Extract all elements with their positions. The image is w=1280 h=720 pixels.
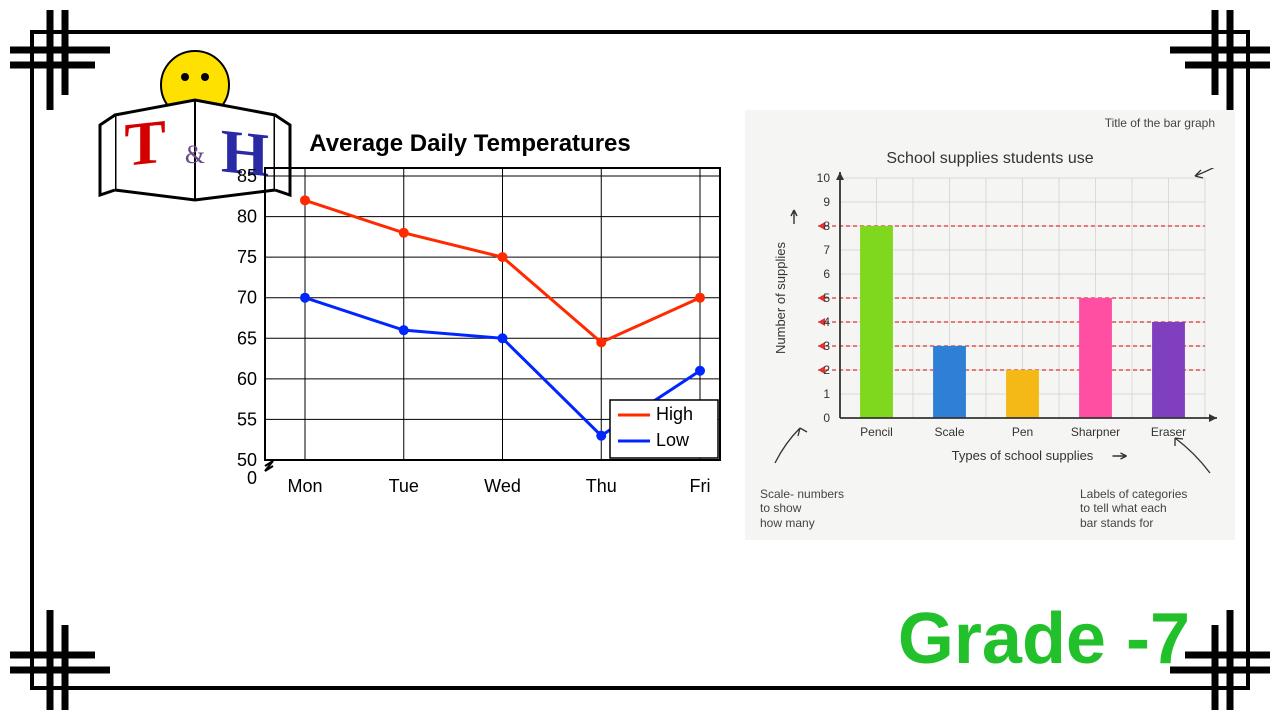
svg-text:High: High bbox=[656, 404, 693, 424]
svg-text:Scale: Scale bbox=[934, 425, 964, 439]
svg-text:T: T bbox=[124, 108, 165, 180]
svg-text:80: 80 bbox=[237, 207, 257, 227]
grade-label: Grade -7 bbox=[898, 598, 1190, 680]
svg-text:Sharpner: Sharpner bbox=[1071, 425, 1120, 439]
svg-text:&: & bbox=[185, 140, 205, 169]
svg-text:50: 50 bbox=[237, 450, 257, 470]
svg-text:Tue: Tue bbox=[389, 476, 419, 496]
svg-text:8: 8 bbox=[823, 219, 830, 233]
anno-title: Title of the bar graph bbox=[1105, 116, 1215, 130]
svg-text:2: 2 bbox=[823, 363, 830, 377]
svg-text:4: 4 bbox=[823, 315, 830, 329]
line-chart-title: Average Daily Temperatures bbox=[210, 130, 730, 158]
bar-chart: Title of the bar graph School supplies s… bbox=[745, 110, 1235, 540]
svg-text:Pen: Pen bbox=[1012, 425, 1033, 439]
anno-scale: Scale- numbersto showhow many bbox=[760, 487, 860, 530]
bar-chart-title: School supplies students use bbox=[745, 150, 1235, 168]
svg-text:0: 0 bbox=[247, 468, 257, 488]
svg-text:Mon: Mon bbox=[287, 476, 322, 496]
svg-text:7: 7 bbox=[823, 243, 830, 257]
svg-text:Eraser: Eraser bbox=[1151, 425, 1186, 439]
svg-text:75: 75 bbox=[237, 247, 257, 267]
svg-text:Low: Low bbox=[656, 430, 690, 450]
svg-text:55: 55 bbox=[237, 409, 257, 429]
svg-text:65: 65 bbox=[237, 328, 257, 348]
line-chart: Average Daily Temperatures 50 55 60 65 70 75 8… bbox=[210, 130, 730, 530]
svg-text:Pencil: Pencil bbox=[860, 425, 893, 439]
svg-text:Wed: Wed bbox=[484, 476, 521, 496]
svg-text:60: 60 bbox=[237, 369, 257, 389]
corner-bl bbox=[0, 600, 120, 720]
svg-text:1: 1 bbox=[823, 387, 830, 401]
svg-text:Fri: Fri bbox=[690, 476, 711, 496]
svg-text:70: 70 bbox=[237, 288, 257, 308]
bar-chart-svg: Pencil Scale Pen Sharpner Eraser 0 1 2 3 4 5 6 7 8 9 10… bbox=[745, 168, 1235, 498]
svg-text:Thu: Thu bbox=[586, 476, 617, 496]
svg-text:85: 85 bbox=[237, 166, 257, 186]
svg-text:Types of school supplies: Types of school supplies bbox=[952, 448, 1094, 463]
svg-text:5: 5 bbox=[823, 291, 830, 305]
svg-text:6: 6 bbox=[823, 267, 830, 281]
corner-tr bbox=[1160, 0, 1280, 120]
svg-text:9: 9 bbox=[823, 195, 830, 209]
anno-labels: Labels of categoriesto tell what eachbar… bbox=[1080, 487, 1220, 530]
svg-text:0: 0 bbox=[823, 411, 830, 425]
line-chart-svg: 50 55 60 65 70 75 80 85 0 Mon Tue Wed Thu Fri High Low bbox=[210, 158, 730, 528]
svg-text:Number of supplies: Number of supplies bbox=[773, 242, 788, 354]
svg-text:10: 10 bbox=[817, 171, 831, 185]
svg-text:3: 3 bbox=[823, 339, 830, 353]
